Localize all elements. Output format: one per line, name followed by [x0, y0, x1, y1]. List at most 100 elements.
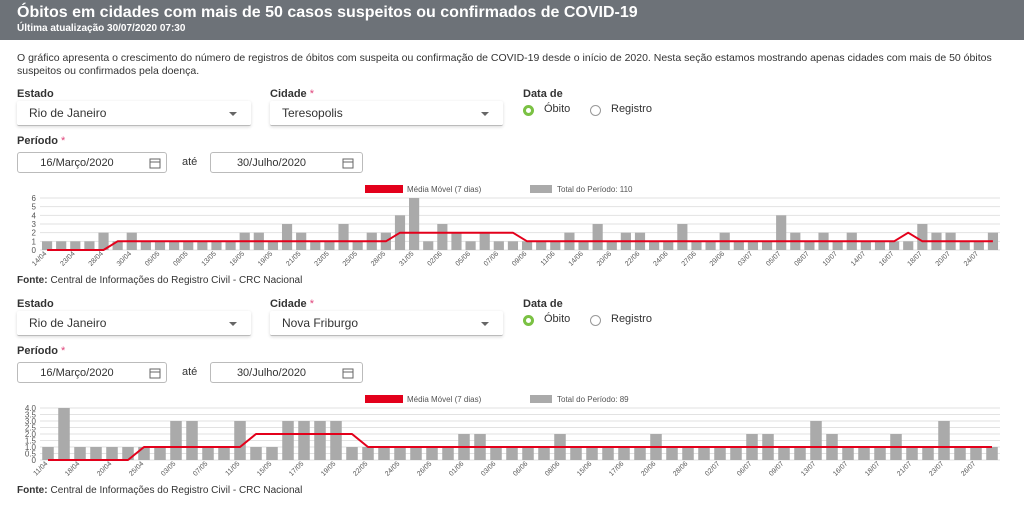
bar [74, 447, 86, 460]
bar [281, 224, 293, 250]
bar [842, 447, 854, 460]
bar [324, 241, 335, 250]
bar [202, 447, 214, 460]
source: Fonte: Central de Informações do Registro… [17, 485, 302, 496]
y-tick-label: 3.5 [25, 411, 37, 420]
bar [506, 447, 518, 460]
bar [747, 241, 759, 250]
bar [649, 241, 660, 250]
bar [922, 447, 934, 460]
x-tick-label: 24/07 [963, 250, 980, 267]
bar [310, 241, 321, 250]
x-tick-label: 20/07 [935, 250, 952, 267]
y-tick-label: 6 [32, 194, 37, 203]
bar [346, 447, 358, 460]
bar [170, 421, 182, 460]
bar [122, 447, 134, 460]
bar [906, 447, 918, 460]
bar [314, 421, 326, 460]
x-tick-label: 15/06 [576, 460, 593, 477]
estado-select[interactable]: Rio de Janeiro [17, 101, 251, 126]
end-date[interactable]: 30/Julho/2020 [210, 362, 363, 383]
x-tick-label: 09/05 [172, 250, 189, 267]
start-date[interactable]: 16/Março/2020 [17, 152, 167, 173]
bar [140, 241, 151, 250]
x-tick-label: 25/04 [128, 460, 145, 477]
required-mark: * [309, 88, 314, 100]
radio-button[interactable] [523, 315, 534, 326]
estado-select[interactable]: Rio de Janeiro [17, 311, 251, 336]
bar [733, 241, 744, 250]
header: Óbitos em cidades com mais de 50 casos s… [0, 0, 1024, 40]
bar [698, 447, 710, 460]
bar [618, 447, 630, 460]
bar [479, 232, 490, 250]
moving-average-line [48, 433, 992, 461]
ate-label: até [182, 156, 198, 168]
bar [490, 447, 502, 460]
start-date[interactable]: 16/Março/2020 [17, 362, 167, 383]
radio-label: Óbito [544, 103, 571, 115]
required-mark: * [60, 135, 66, 147]
title: Óbitos em cidades com mais de 50 casos s… [17, 4, 638, 21]
data-de-label: Data de [523, 298, 563, 310]
radio-button[interactable] [523, 105, 534, 116]
x-tick-label: 02/06 [426, 250, 443, 267]
y-tick-label: 0 [32, 456, 37, 465]
bar [437, 224, 448, 250]
bar [858, 447, 870, 460]
x-tick-label: 18/07 [906, 250, 923, 267]
source-label: Fonte: [17, 485, 48, 496]
x-tick-label: 03/07 [737, 250, 754, 267]
y-tick-label: 1.0 [25, 443, 37, 452]
bar [267, 241, 279, 250]
end-date[interactable]: 30/Julho/2020 [210, 152, 363, 173]
legend-label: Total do Período: 89 [557, 395, 629, 404]
x-tick-label: 26/05 [416, 460, 433, 477]
bar [442, 447, 454, 460]
x-tick-label: 14/07 [850, 250, 867, 267]
bar [592, 224, 603, 250]
x-tick-label: 09/07 [768, 460, 785, 477]
x-tick-label: 18/07 [864, 460, 881, 477]
bar [352, 241, 363, 250]
x-tick-label: 19/05 [320, 460, 337, 477]
radio-button[interactable] [590, 105, 601, 116]
calendar-icon [149, 368, 161, 379]
bar [810, 421, 822, 460]
bar [578, 241, 589, 250]
y-tick-label: 1.5 [25, 437, 37, 446]
x-tick-label: 05/07 [765, 250, 782, 267]
cidade-select[interactable]: Nova Friburgo [270, 311, 503, 336]
bar [394, 447, 406, 460]
source-text: Central de Informações do Registro Civil… [50, 485, 303, 496]
filter-panel: Estado Rio de Janeiro Cidade * Nova Friburgo… [0, 298, 1024, 508]
y-tick-label: 5 [32, 203, 37, 212]
x-tick-label: 06/07 [736, 460, 753, 477]
cidade-label-text: Cidade [270, 298, 307, 310]
x-tick-label: 17/05 [288, 460, 305, 477]
radio-label: Registro [611, 313, 652, 325]
x-tick-label: 20/04 [96, 460, 113, 477]
cidade-select[interactable]: Teresopolis [270, 101, 503, 126]
cidade-label-text: Cidade [270, 88, 307, 100]
bar [860, 241, 871, 250]
bar [507, 241, 519, 250]
bar [56, 241, 67, 250]
x-tick-label: 26/07 [960, 460, 977, 477]
subtitle: Última atualização 30/07/2020 07:30 [17, 23, 186, 34]
legend-label: Média Móvel (7 dias) [407, 395, 482, 404]
bar [634, 447, 646, 460]
x-tick-label: 16/05 [229, 250, 246, 267]
bar [570, 447, 582, 460]
periodo-label-text: Período [17, 345, 58, 357]
bar [183, 241, 194, 250]
x-tick-label: 06/06 [512, 460, 529, 477]
x-tick-label: 21/07 [896, 460, 913, 477]
bar [986, 447, 998, 460]
required-mark: * [309, 298, 314, 310]
bar [298, 421, 310, 460]
radio-button[interactable] [590, 315, 601, 326]
x-tick-label: 29/06 [709, 250, 726, 267]
x-tick-label: 23/07 [928, 460, 945, 477]
